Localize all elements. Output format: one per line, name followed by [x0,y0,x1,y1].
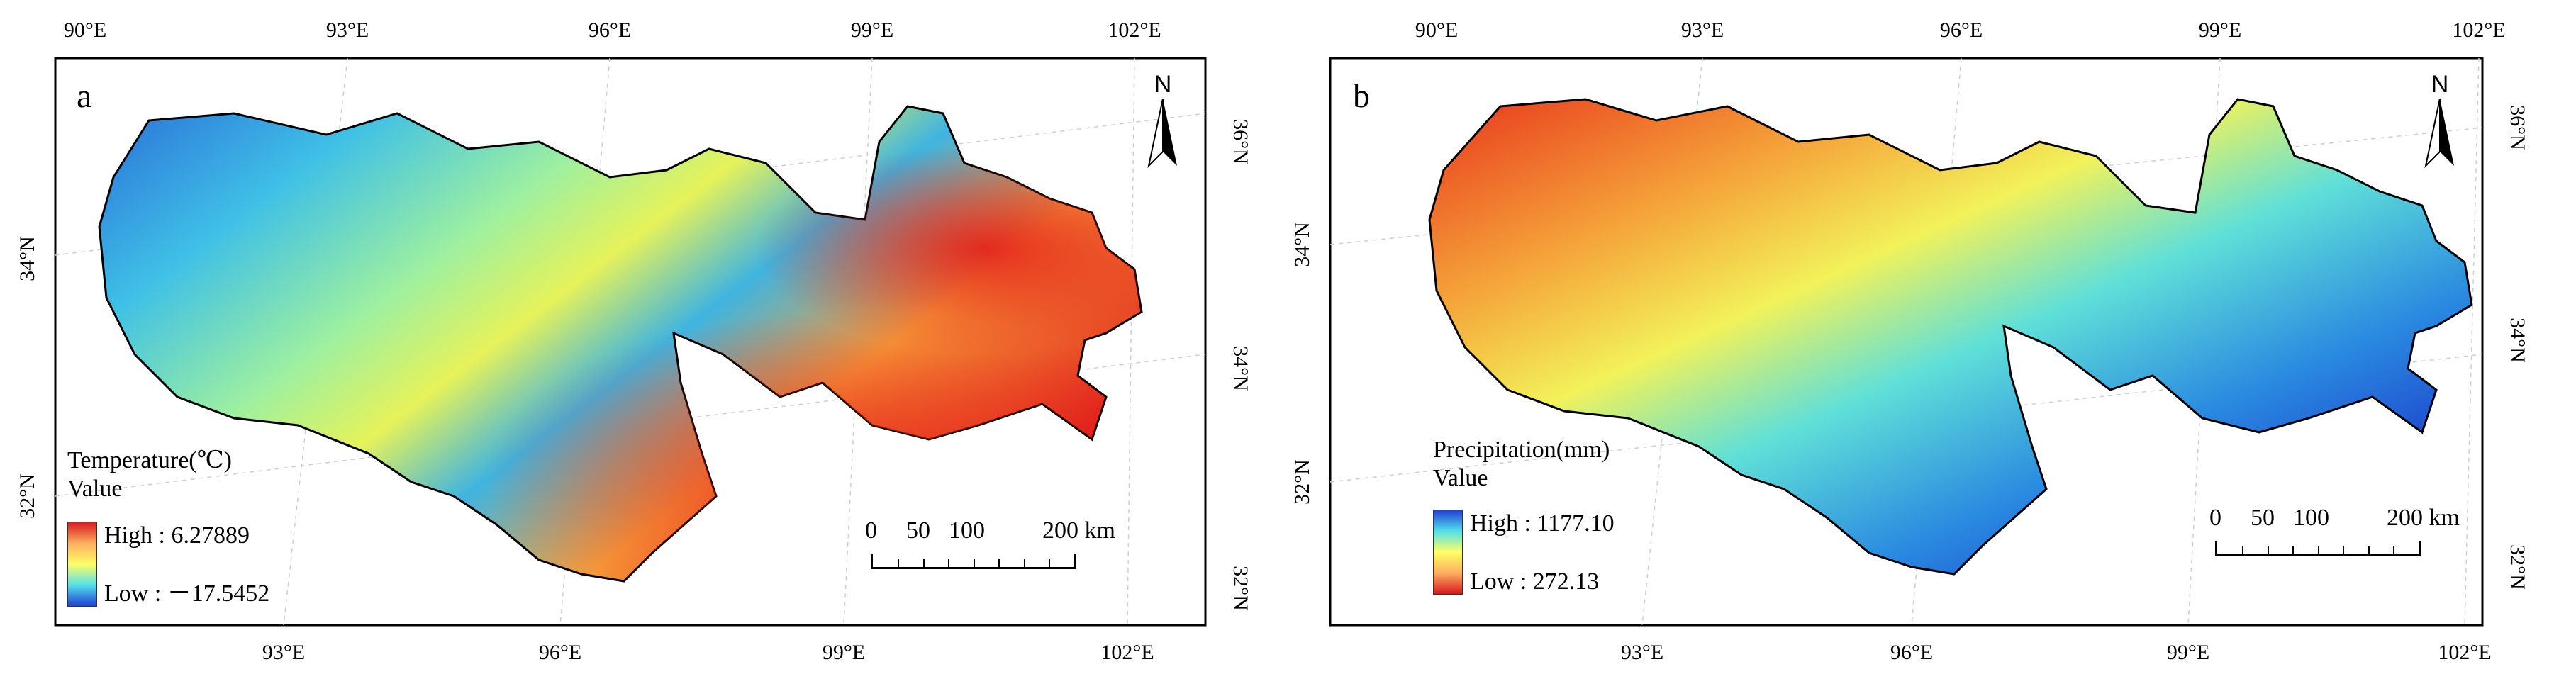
tick-bottom: 93°E [1621,641,1663,664]
scale-label-200: 200 km [1042,517,1115,544]
legend-subtitle: Value [67,476,123,502]
north-arrow-icon [2424,98,2454,169]
north-arrow: N [2415,71,2465,173]
tick-bottom: 93°E [262,641,305,664]
tick-top: 99°E [851,18,893,42]
tick-bottom: 99°E [823,641,865,664]
legend-precipitation: Precipitation(mm) Value High : 1177.10 L… [1433,436,1731,613]
map-b-ticks: 90°E 93°E 96°E 99°E 102°E 93°E 96°E 99°E… [1290,18,2529,664]
legend-low: Low : －17.5452 [104,580,270,607]
scale-label-50: 50 [2251,505,2275,531]
tick-bottom: 99°E [2167,641,2209,664]
legend-high: High : 6.27889 [104,522,250,549]
tick-bottom: 96°E [1890,641,1933,664]
tick-bottom: 102°E [2438,641,2491,664]
tick-left: 34°N [16,236,39,281]
north-label: N [1154,71,1172,98]
region-precipitation [1428,98,2473,576]
map-b-canvas: 90°E 93°E 96°E 99°E 102°E 93°E 96°E 99°E… [1290,18,2529,664]
tick-right: 34°N [2506,318,2529,363]
north-label: N [2431,71,2449,98]
tick-top: 93°E [326,18,369,42]
tick-left: 32°N [16,473,39,519]
legend-color-ramp [67,522,97,607]
legend-high: High : 1177.10 [1470,510,1615,537]
scale-bar-line [2215,541,2421,556]
scale-label-100: 100 [2293,505,2329,531]
legend-title: Precipitation(mm) [1433,437,1610,463]
legend-title: Temperature(℃) [67,447,232,473]
north-arrow-icon [1147,98,1177,169]
map-panel-a: 90°E 93°E 96°E 99°E 102°E 93°E 96°E 99°E… [16,18,1252,664]
scale-bar-line [871,554,1076,569]
scale-label-100: 100 [949,517,985,544]
map-a-frame [54,57,1207,627]
tick-top: 96°E [589,18,631,42]
legend-color-ramp [1433,510,1463,595]
scale-bar: 0 50 100 200 km [2209,505,2465,568]
tick-left: 34°N [1290,222,1314,267]
tick-top: 93°E [1681,18,1724,42]
tick-left: 32°N [1290,459,1314,505]
panel-label: a [77,77,92,115]
tick-bottom: 102°E [1100,641,1154,664]
tick-right: 34°N [1229,346,1252,391]
scale-label-0: 0 [2209,505,2221,531]
scale-label-50: 50 [906,517,930,544]
tick-top: 90°E [1415,18,1458,42]
tick-top: 102°E [2452,18,2505,42]
north-arrow: N [1138,71,1188,173]
map-b-frame [1329,57,2484,627]
tick-right: 36°N [1229,119,1252,164]
tick-right: 32°N [2506,544,2529,590]
tick-top: 96°E [1940,18,1983,42]
tick-top: 102°E [1108,18,1161,42]
legend-subtitle: Value [1433,465,1488,491]
scale-bar: 0 50 100 200 km [865,517,1120,581]
panel-label: b [1353,77,1370,115]
legend-low: Low : 272.13 [1470,568,1600,595]
tick-right: 36°N [2506,105,2529,150]
tick-right: 32°N [1229,566,1252,611]
map-a-ticks: 90°E 93°E 96°E 99°E 102°E 93°E 96°E 99°E… [16,18,1252,664]
map-panel-b: 90°E 93°E 96°E 99°E 102°E 93°E 96°E 99°E… [1288,0,2576,679]
legend-temperature: Temperature(℃) Value High : 6.27889 Low … [67,447,365,624]
scale-label-0: 0 [865,517,877,544]
tick-top: 99°E [2199,18,2241,42]
map-a-canvas: 90°E 93°E 96°E 99°E 102°E 93°E 96°E 99°E… [16,18,1252,664]
tick-bottom: 96°E [539,641,581,664]
tick-top: 90°E [64,18,106,42]
scale-label-200: 200 km [2387,505,2460,531]
